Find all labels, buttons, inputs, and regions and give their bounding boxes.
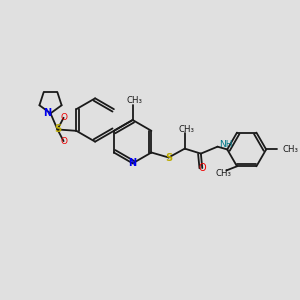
Text: N: N [129, 158, 137, 168]
Text: CH₃: CH₃ [282, 145, 298, 154]
Text: S: S [165, 152, 172, 163]
Text: O: O [198, 163, 206, 173]
Text: CH₃: CH₃ [178, 125, 194, 134]
Text: O: O [60, 136, 67, 146]
Text: O: O [60, 113, 67, 122]
Text: NH: NH [219, 140, 232, 149]
Text: N: N [43, 108, 51, 118]
Text: CH₃: CH₃ [126, 96, 142, 105]
Text: CH₃: CH₃ [215, 169, 231, 178]
Text: S: S [54, 124, 61, 134]
